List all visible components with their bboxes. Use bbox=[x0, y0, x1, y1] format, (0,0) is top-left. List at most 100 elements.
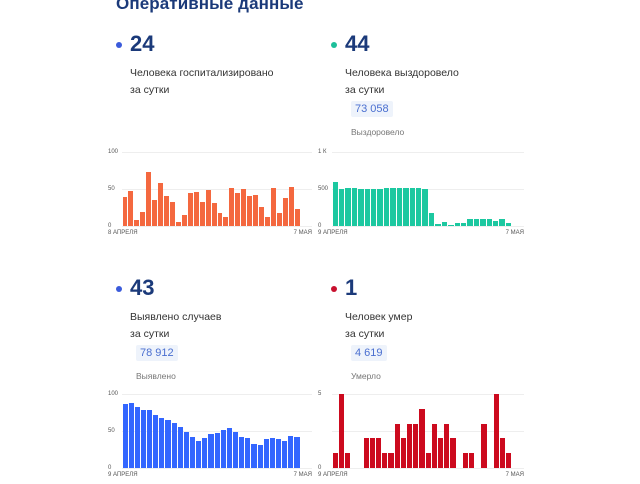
bar bbox=[460, 223, 467, 226]
bar bbox=[288, 436, 294, 468]
bar bbox=[294, 208, 300, 226]
y-tick-label: 5 bbox=[318, 391, 322, 397]
cases-description: Выявлено случаев за сутки bbox=[130, 309, 221, 343]
bar bbox=[394, 423, 400, 468]
bullet-icon bbox=[331, 42, 337, 48]
desc-line-1: Человека выздоровело bbox=[345, 67, 459, 79]
bar bbox=[396, 188, 403, 226]
recovered-chart: 1 К 500 0 9 АПРЕЛЯ 7 МАЯ bbox=[318, 149, 524, 242]
y-tick-label: 100 bbox=[108, 391, 119, 397]
bar bbox=[265, 217, 270, 226]
bar bbox=[211, 203, 217, 226]
bar bbox=[223, 217, 229, 226]
desc-line-1: Выявлено случаев bbox=[130, 311, 222, 323]
bar bbox=[147, 410, 153, 468]
bar bbox=[473, 218, 480, 226]
bar bbox=[506, 453, 512, 468]
bar bbox=[351, 187, 358, 226]
bar bbox=[187, 193, 193, 226]
bar bbox=[493, 221, 499, 226]
bar bbox=[205, 190, 211, 226]
x-start-label: 9 АПРЕЛЯ bbox=[318, 230, 348, 236]
bar bbox=[257, 445, 263, 468]
bar bbox=[383, 188, 390, 226]
y-tick-label: 0 bbox=[318, 223, 322, 229]
bar bbox=[344, 453, 351, 468]
bar bbox=[358, 188, 364, 226]
bar bbox=[245, 438, 251, 468]
bar bbox=[441, 221, 448, 226]
recovered-total-label: Выздоровело bbox=[351, 127, 405, 137]
bar bbox=[282, 197, 288, 226]
bar bbox=[171, 422, 177, 468]
bar bbox=[239, 436, 245, 468]
bar bbox=[462, 453, 468, 468]
bar bbox=[435, 223, 441, 226]
bar bbox=[382, 453, 388, 468]
bar bbox=[454, 223, 460, 226]
bar bbox=[369, 438, 375, 468]
bar bbox=[403, 188, 409, 226]
bar bbox=[229, 187, 235, 226]
bar bbox=[233, 432, 239, 468]
bar bbox=[390, 187, 396, 226]
bar bbox=[159, 418, 165, 468]
desc-line-2: за сутки bbox=[130, 328, 170, 340]
bar bbox=[282, 440, 288, 468]
bar bbox=[208, 433, 214, 468]
bar bbox=[152, 200, 158, 226]
recovered-value: 44 bbox=[345, 31, 370, 56]
bar bbox=[175, 221, 181, 226]
bar bbox=[128, 191, 134, 226]
hospitalized-description: Человека госпитализировано за сутки bbox=[130, 65, 274, 99]
y-tick-label: 500 bbox=[318, 186, 329, 192]
gridline bbox=[122, 226, 312, 227]
bar bbox=[480, 218, 486, 226]
x-start-label: 8 АПРЕЛЯ bbox=[108, 230, 138, 236]
bar bbox=[422, 188, 428, 226]
bar bbox=[377, 188, 383, 226]
bar bbox=[269, 437, 276, 468]
bar bbox=[193, 191, 199, 226]
bar bbox=[177, 426, 183, 468]
bar bbox=[400, 438, 406, 468]
bar bbox=[235, 192, 241, 226]
desc-line-1: Человека госпитализировано bbox=[130, 67, 274, 79]
bar bbox=[499, 438, 506, 468]
bar bbox=[214, 433, 220, 468]
page-title: Оперативные данные bbox=[116, 0, 304, 13]
bar bbox=[165, 419, 171, 468]
bar bbox=[202, 438, 208, 468]
bar bbox=[153, 414, 159, 468]
bar bbox=[190, 436, 196, 468]
bar bbox=[419, 408, 425, 468]
gridline bbox=[122, 189, 312, 190]
bar bbox=[122, 404, 128, 468]
bar bbox=[158, 183, 164, 226]
cases-total-label: Выявлено bbox=[136, 371, 176, 381]
gridline bbox=[122, 152, 312, 153]
bar bbox=[444, 423, 450, 468]
x-end-label: 7 МАЯ bbox=[505, 230, 524, 236]
hospitalized-chart: 100 50 0 8 АПРЕЛЯ 7 МАЯ bbox=[108, 149, 312, 242]
recovered-total: 73 058 bbox=[351, 101, 393, 117]
bar bbox=[493, 394, 499, 468]
deaths-total-label: Умерло bbox=[351, 371, 381, 381]
bar bbox=[448, 224, 454, 226]
y-tick-label: 50 bbox=[108, 186, 115, 192]
bar bbox=[140, 409, 147, 468]
bar bbox=[425, 453, 431, 468]
bar bbox=[375, 438, 382, 468]
y-tick-label: 1 К bbox=[318, 149, 327, 155]
bar bbox=[406, 423, 413, 468]
bar-series bbox=[122, 394, 300, 468]
bar bbox=[288, 186, 294, 226]
bar bbox=[363, 438, 369, 468]
bar bbox=[270, 188, 276, 226]
bar bbox=[388, 453, 394, 468]
bar bbox=[140, 211, 146, 226]
bar-series bbox=[332, 152, 512, 226]
gridline bbox=[332, 468, 524, 469]
bar bbox=[467, 218, 473, 226]
x-end-label: 7 МАЯ bbox=[293, 472, 312, 478]
